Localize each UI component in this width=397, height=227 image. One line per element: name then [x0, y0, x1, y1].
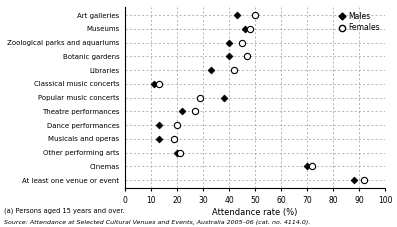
X-axis label: Attendance rate (%): Attendance rate (%) [212, 208, 298, 217]
Text: (a) Persons aged 15 years and over.: (a) Persons aged 15 years and over. [4, 208, 125, 214]
Legend: Males, Females: Males, Females [337, 11, 381, 34]
Text: Source: Attendance at Selected Cultural Venues and Events, Australia 2005–06 (ca: Source: Attendance at Selected Cultural … [4, 220, 310, 225]
